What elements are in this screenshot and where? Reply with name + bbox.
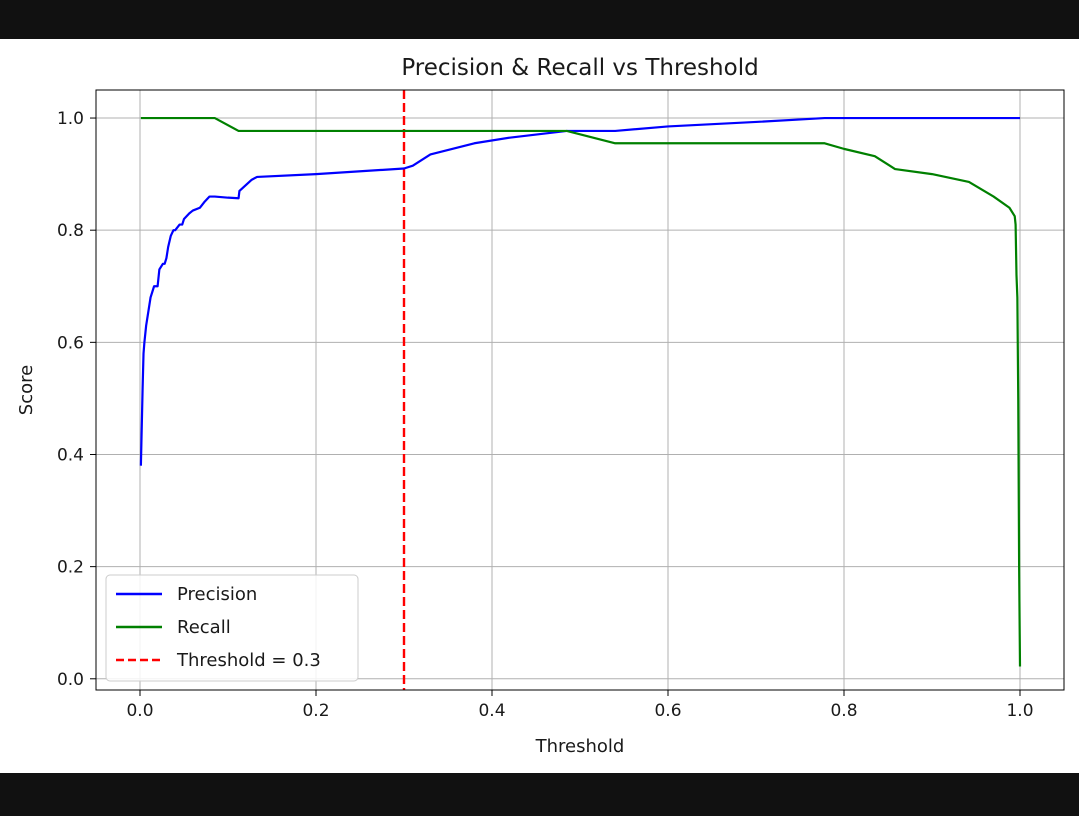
series-line-precision	[139, 116, 1020, 466]
legend-box	[105, 574, 359, 682]
x-tick-label: 0.2	[302, 701, 329, 721]
chart-title: Precision & Recall vs Threshold	[401, 55, 758, 81]
x-tick-label: 0.4	[478, 701, 505, 721]
axis-ticks: 0.0 0.2 0.4 0.6 0.8 1.0 0.0 0.2 0.4 0.6 0.8 1.0	[57, 109, 1034, 721]
x-axis-label: Threshold	[535, 736, 625, 757]
legend-label: Recall	[177, 617, 231, 638]
x-tick-label: 0.6	[654, 701, 681, 721]
legend-label: Threshold = 0.3	[176, 650, 321, 671]
y-tick-label: 0.8	[57, 221, 84, 241]
y-tick-label: 1.0	[57, 109, 84, 129]
precision-recall-chart: Precision & Recall vs Threshold 0.0 0.2 0.…	[16, 55, 1065, 757]
x-tick-label: 0.8	[830, 701, 857, 721]
plot-frame	[95, 89, 1065, 691]
legend-label: Precision	[177, 584, 257, 605]
series-line-recall	[140, 116, 1022, 667]
y-axis-label: Score	[16, 365, 37, 415]
chart-canvas: Precision & Recall vs Threshold 0.0 0.2 0.…	[0, 39, 1079, 773]
y-tick-label: 0.4	[57, 445, 84, 465]
series-layer	[139, 116, 1022, 667]
y-tick-label: 0.0	[57, 670, 84, 690]
y-tick-label: 0.6	[57, 333, 84, 353]
x-tick-label: 0.0	[126, 701, 153, 721]
y-tick-label: 0.2	[57, 558, 84, 578]
legend: Precision Recall Threshold = 0.3	[105, 574, 359, 682]
x-tick-label: 1.0	[1006, 701, 1033, 721]
